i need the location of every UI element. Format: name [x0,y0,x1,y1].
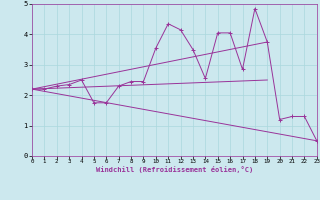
X-axis label: Windchill (Refroidissement éolien,°C): Windchill (Refroidissement éolien,°C) [96,166,253,173]
